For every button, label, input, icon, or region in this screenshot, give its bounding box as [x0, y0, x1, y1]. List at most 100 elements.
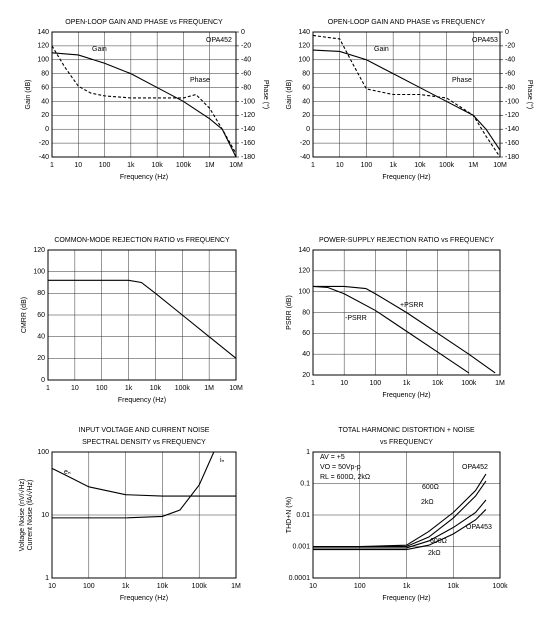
plot-frame [312, 249, 501, 376]
chart-title: OPEN-LOOP GAIN AND PHASE vs FREQUENCY [65, 19, 223, 26]
y-tick-label: 100 [33, 269, 45, 276]
y-tick-label: 40 [37, 334, 45, 341]
y2-tick-label: -100 [241, 98, 255, 105]
x-tick-label: 100 [369, 380, 381, 387]
y-axis-label: PSRR (dB) [286, 295, 293, 330]
annotation: Gain [92, 46, 107, 53]
annotation: Gain [374, 46, 389, 53]
data-line [312, 49, 501, 151]
x-tick-label: 10 [71, 385, 79, 392]
y2-tick-label: -180 [241, 154, 255, 161]
data-line [312, 285, 470, 374]
data-line [52, 451, 215, 519]
x-tick-label: 10 [48, 583, 56, 590]
x-tick-label: 100k [439, 162, 455, 169]
x-tick-label: 1M [204, 385, 214, 392]
y-tick-label: 0.0001 [289, 575, 311, 582]
y-tick-label: 80 [41, 71, 49, 78]
x-tick-label: 100k [175, 385, 191, 392]
y-tick-label: -20 [300, 140, 310, 147]
x-axis-label: Frequency (Hz) [382, 595, 430, 602]
y2-tick-label: -100 [505, 98, 519, 105]
x-tick-label: 10k [151, 162, 163, 169]
y-axis-label: CMRR (dB) [21, 297, 28, 333]
x-tick-label: 1M [468, 162, 478, 169]
y-tick-label: 20 [302, 372, 310, 379]
data-line [48, 279, 237, 359]
y-tick-label: 60 [302, 84, 310, 91]
y-tick-label: 100 [298, 57, 310, 64]
y2-tick-label: -40 [241, 57, 251, 64]
y-tick-label: 40 [41, 98, 49, 105]
x-tick-label: 1k [127, 162, 135, 169]
y-tick-label: 1 [45, 575, 49, 582]
plot-area [52, 32, 236, 157]
y-tick-label: 0 [306, 126, 310, 133]
x-tick-label: 100k [492, 583, 508, 590]
annotation: 2kΩ [428, 550, 441, 557]
y-tick-label: 20 [37, 355, 45, 362]
chart-title: INPUT VOLTAGE AND CURRENT NOISE [79, 427, 210, 434]
y2-tick-label: 0 [505, 29, 509, 36]
x-tick-label: 10k [448, 583, 460, 590]
data-line [51, 52, 237, 158]
annotation: 600Ω [430, 538, 447, 545]
plot-area [313, 32, 500, 157]
annotation: eₙ [64, 469, 71, 476]
data-line [313, 480, 487, 548]
x-axis-label: Frequency (Hz) [382, 174, 430, 181]
chart-title: OPEN-LOOP GAIN AND PHASE vs FREQUENCY [328, 19, 486, 26]
y2-tick-label: -140 [241, 126, 255, 133]
plot-frame [312, 451, 501, 579]
annotation: Phase [190, 77, 210, 84]
y-tick-label: 0.001 [292, 543, 310, 550]
y-tick-label: 0.1 [300, 480, 310, 487]
x-tick-label: 1 [311, 380, 315, 387]
chart-title: COMMON-MODE REJECTION RATIO vs FREQUENCY [54, 237, 230, 244]
y-tick-label: 120 [298, 43, 310, 50]
annotation: OPA452 [206, 37, 232, 44]
annotation: OPA453 [472, 37, 498, 44]
y-tick-label: 20 [41, 112, 49, 119]
y-tick-label: 120 [298, 268, 310, 275]
y-tick-label: 10 [41, 512, 49, 519]
y-tick-label: 60 [302, 330, 310, 337]
annotation: iₙ [220, 457, 225, 464]
y2-axis-label: Phase (°) [526, 80, 534, 109]
y-tick-label: 1 [306, 449, 310, 456]
y-axis-label: Gain (dB) [25, 80, 32, 110]
annotation: Phase [452, 77, 472, 84]
x-axis-label: Frequency (Hz) [120, 174, 168, 181]
y-tick-label: 120 [37, 43, 49, 50]
annotation: OPA452 [462, 464, 488, 471]
plot-frame [51, 31, 237, 158]
y-axis-label: Voltage Noise (nV/√Hz) [18, 479, 26, 552]
x-tick-label: 100k [176, 162, 192, 169]
y-tick-label: 0.01 [296, 512, 310, 519]
plot-frame [51, 451, 237, 579]
y2-tick-label: -60 [505, 71, 515, 78]
annotation: OPA453 [466, 524, 492, 531]
y-tick-label: 40 [302, 98, 310, 105]
y-tick-label: -20 [39, 140, 49, 147]
x-axis-label: Frequency (Hz) [118, 397, 166, 404]
x-tick-label: 10 [340, 380, 348, 387]
y-tick-label: -40 [39, 154, 49, 161]
x-tick-label: 10k [150, 385, 162, 392]
y-tick-label: -40 [300, 154, 310, 161]
y-axis-label: THD+N (%) [286, 497, 293, 533]
data-line [313, 499, 487, 549]
y-tick-label: 100 [37, 449, 49, 456]
x-tick-label: 10M [493, 162, 507, 169]
y-tick-label: 0 [45, 126, 49, 133]
y2-tick-label: -20 [505, 43, 515, 50]
data-line [312, 34, 501, 158]
data-line [51, 467, 236, 497]
y-tick-label: 40 [302, 351, 310, 358]
y2-tick-label: 0 [241, 29, 245, 36]
y2-tick-label: -20 [241, 43, 251, 50]
y-tick-label: 20 [302, 112, 310, 119]
y-tick-label: 80 [302, 309, 310, 316]
